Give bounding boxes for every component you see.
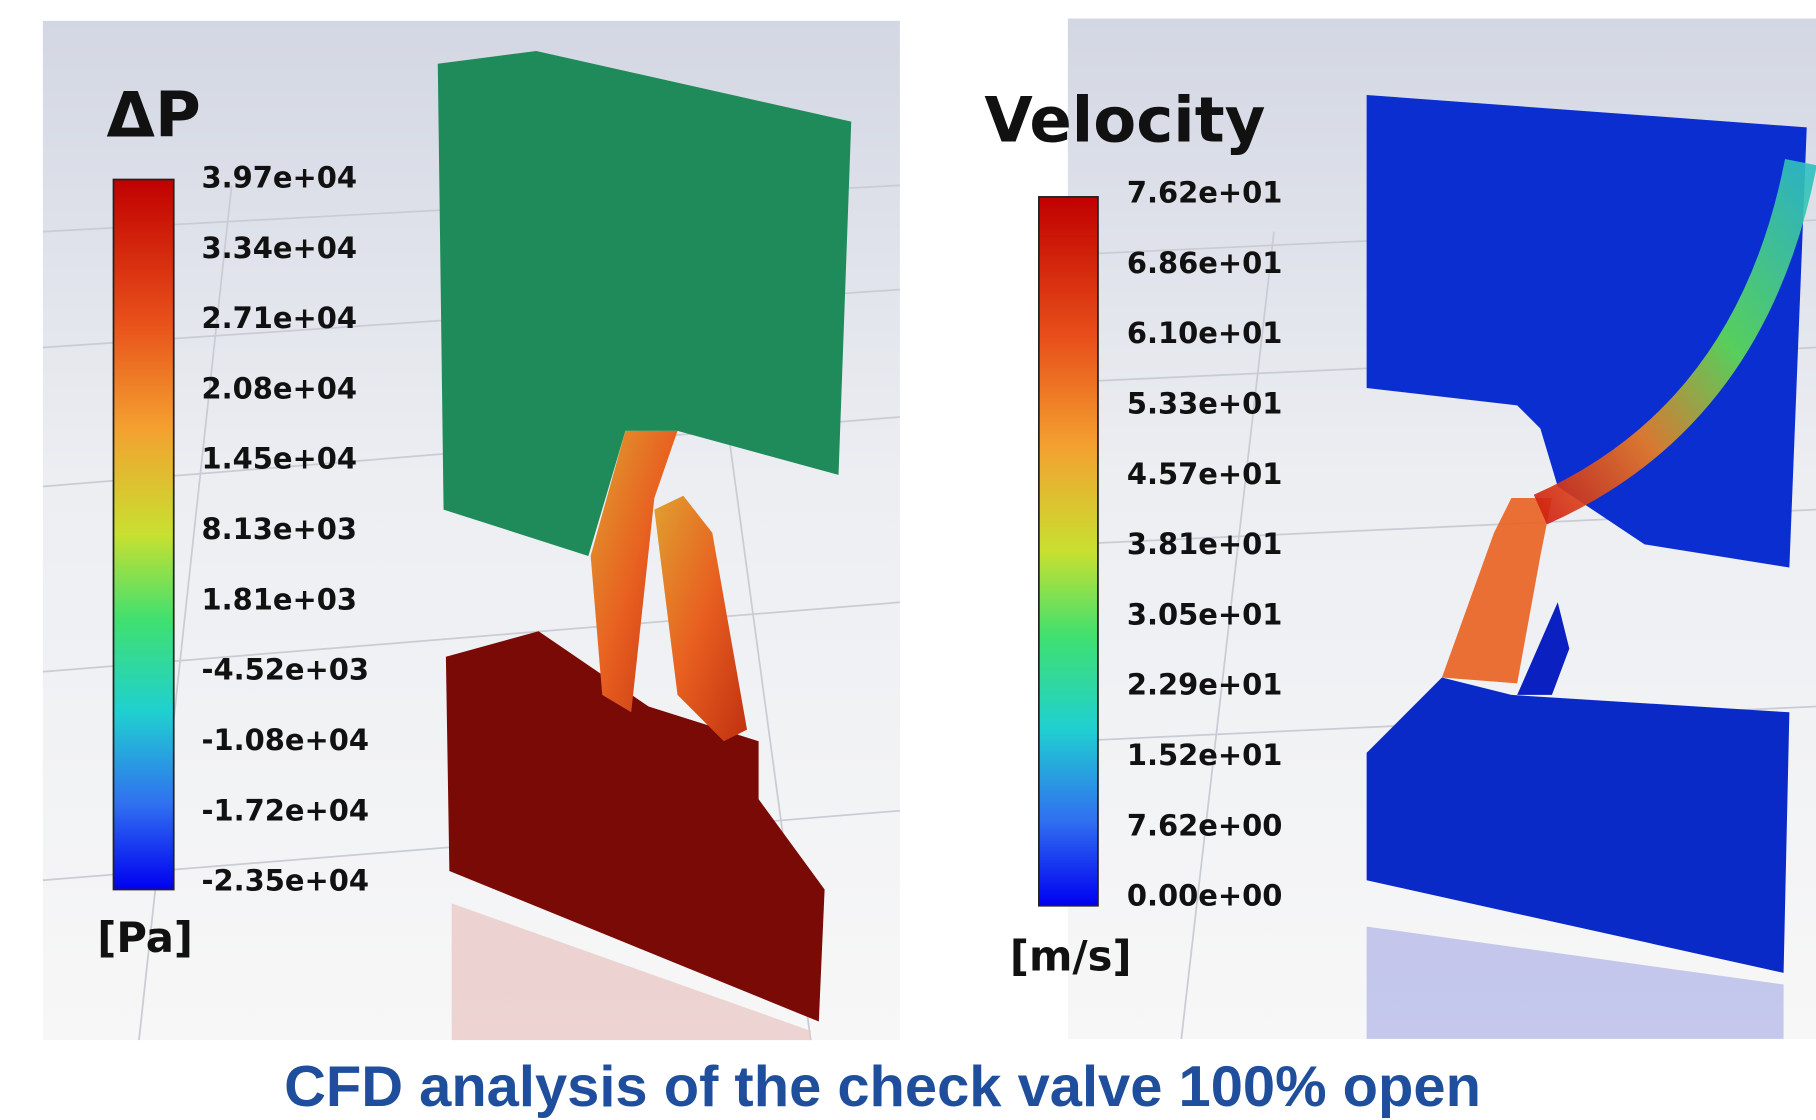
panel-title: Velocity [984, 83, 1265, 156]
colorbar-label: 2.29e+01 [1127, 668, 1283, 702]
colorbar [1039, 197, 1098, 906]
panel-title: ΔP [107, 79, 201, 152]
figure: ΔP [Pa] 3.97e+04 3.34e+04 2.71e+04 2.08e+04… [0, 0, 1816, 1120]
colorbar-label: 6.10e+01 [1127, 316, 1283, 350]
colorbar-label: 5.33e+01 [1127, 386, 1283, 420]
colorbar-label: 0.00e+00 [1127, 879, 1283, 913]
page: ΔP [Pa] 3.97e+04 3.34e+04 2.71e+04 2.08e+04… [0, 0, 1816, 1120]
colorbar-label: -1.72e+04 [202, 793, 370, 827]
colorbar-label: -1.08e+04 [202, 723, 370, 757]
colorbar-label: 3.97e+04 [202, 161, 358, 195]
colorbar-label: 1.45e+04 [202, 442, 358, 476]
caption: CFD analysis of the check valve 100% ope… [284, 1055, 1481, 1119]
colorbar-label: 3.34e+04 [202, 231, 358, 265]
colorbar-label: 2.71e+04 [202, 301, 358, 335]
colorbar [114, 180, 174, 890]
colorbar-label: 6.86e+01 [1127, 246, 1283, 280]
colorbar-label: 3.81e+01 [1127, 527, 1283, 561]
colorbar-label: 1.81e+03 [202, 582, 358, 616]
colorbar-label: 1.52e+01 [1127, 738, 1283, 772]
colorbar-label: 7.62e+00 [1127, 808, 1283, 842]
colorbar-label: 3.05e+01 [1127, 597, 1283, 631]
colorbar-label: 8.13e+03 [202, 512, 358, 546]
colorbar-label: 7.62e+01 [1127, 176, 1283, 210]
colorbar-label: 4.57e+01 [1127, 457, 1283, 491]
colorbar-label: -2.35e+04 [202, 864, 370, 898]
unit-label: [Pa] [97, 913, 193, 962]
colorbar-label: 2.08e+04 [202, 371, 358, 405]
unit-label: [m/s] [1010, 932, 1132, 981]
colorbar-label: -4.52e+03 [202, 653, 370, 687]
